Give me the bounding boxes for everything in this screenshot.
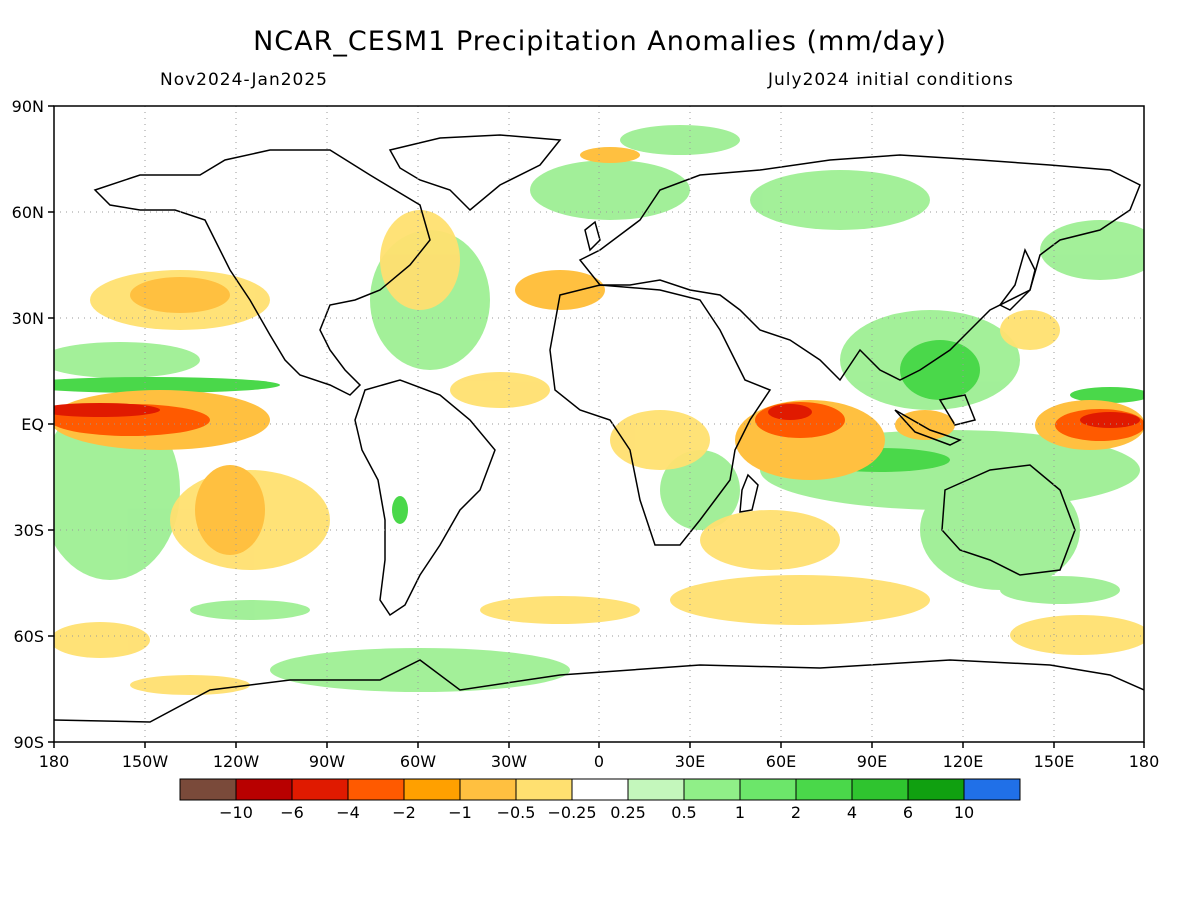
colorbar-swatch — [459, 778, 517, 801]
colorbar-swatch — [963, 778, 1021, 801]
lon-tick-label: 150W — [122, 752, 169, 771]
map-title: NCAR_CESM1 Precipitation Anomalies (mm/d… — [253, 26, 947, 57]
lon-tick-label: 0 — [594, 752, 604, 771]
colorbar-swatch — [571, 778, 629, 801]
colorbar-swatch — [683, 778, 741, 801]
lon-tick-label: 90W — [309, 752, 345, 771]
lon-tick-label: 120W — [213, 752, 260, 771]
lon-tick-label: 30E — [675, 752, 705, 771]
lat-tick-label: 60S — [13, 627, 44, 646]
colorbar-swatch — [907, 778, 965, 801]
colorbar-label: −4 — [336, 803, 360, 822]
colorbar-swatch — [851, 778, 909, 801]
lon-tick-label: 180 — [1129, 752, 1160, 771]
colorbar-swatch — [179, 778, 237, 801]
lat-tick-labels: 90N 60N 30N EQ 30S 60S 90S — [12, 97, 44, 752]
colorbar-label: −1 — [448, 803, 472, 822]
colorbar-label: 0.25 — [610, 803, 646, 822]
lon-tick-label: 60E — [766, 752, 796, 771]
tick-marks — [48, 105, 1145, 748]
colorbar-swatch — [739, 778, 797, 801]
colorbar-swatch — [515, 778, 573, 801]
colorbar-swatch — [291, 778, 349, 801]
lat-tick-label: EQ — [21, 415, 44, 434]
lat-tick-label: 90N — [12, 97, 44, 116]
colorbar-label: −10 — [219, 803, 253, 822]
lat-tick-label: 30N — [12, 309, 44, 328]
colorbar-label: 2 — [791, 803, 801, 822]
lon-tick-label: 120E — [943, 752, 984, 771]
colorbar-swatch — [347, 778, 405, 801]
colorbar-label: 0.5 — [671, 803, 696, 822]
lon-tick-label: 180 — [39, 752, 70, 771]
colorbar: −10 −6 −4 −2 −1 −0.5 −0.25 0.25 0.5 1 2 4 6 10 — [179, 778, 1021, 822]
colorbar-swatch — [235, 778, 293, 801]
grid-lines — [54, 106, 1144, 742]
lon-tick-labels: 180 150W 120W 90W 60W 30W 0 30E 60E 90E … — [39, 752, 1160, 771]
colorbar-label: −0.25 — [547, 803, 596, 822]
lat-tick-label: 60N — [12, 203, 44, 222]
lon-tick-label: 60W — [400, 752, 436, 771]
colorbar-label: −2 — [392, 803, 416, 822]
coastlines — [54, 134, 1144, 723]
colorbar-swatch — [795, 778, 853, 801]
forecast-period: Nov2024-Jan2025 — [160, 70, 328, 90]
anomaly-field — [54, 125, 1144, 695]
lat-tick-label: 30S — [13, 521, 44, 540]
lat-tick-label: 90S — [13, 733, 44, 752]
colorbar-label: 6 — [903, 803, 913, 822]
colorbar-swatch — [627, 778, 685, 801]
lon-tick-label: 90E — [857, 752, 887, 771]
lon-tick-label: 30W — [491, 752, 527, 771]
initial-conditions: July2024 initial conditions — [768, 70, 1014, 90]
colorbar-swatch — [403, 778, 461, 801]
lon-tick-label: 150E — [1034, 752, 1075, 771]
colorbar-label: 10 — [954, 803, 974, 822]
colorbar-label: 1 — [735, 803, 745, 822]
colorbar-label: −6 — [280, 803, 304, 822]
colorbar-label: 4 — [847, 803, 857, 822]
colorbar-label: −0.5 — [497, 803, 536, 822]
